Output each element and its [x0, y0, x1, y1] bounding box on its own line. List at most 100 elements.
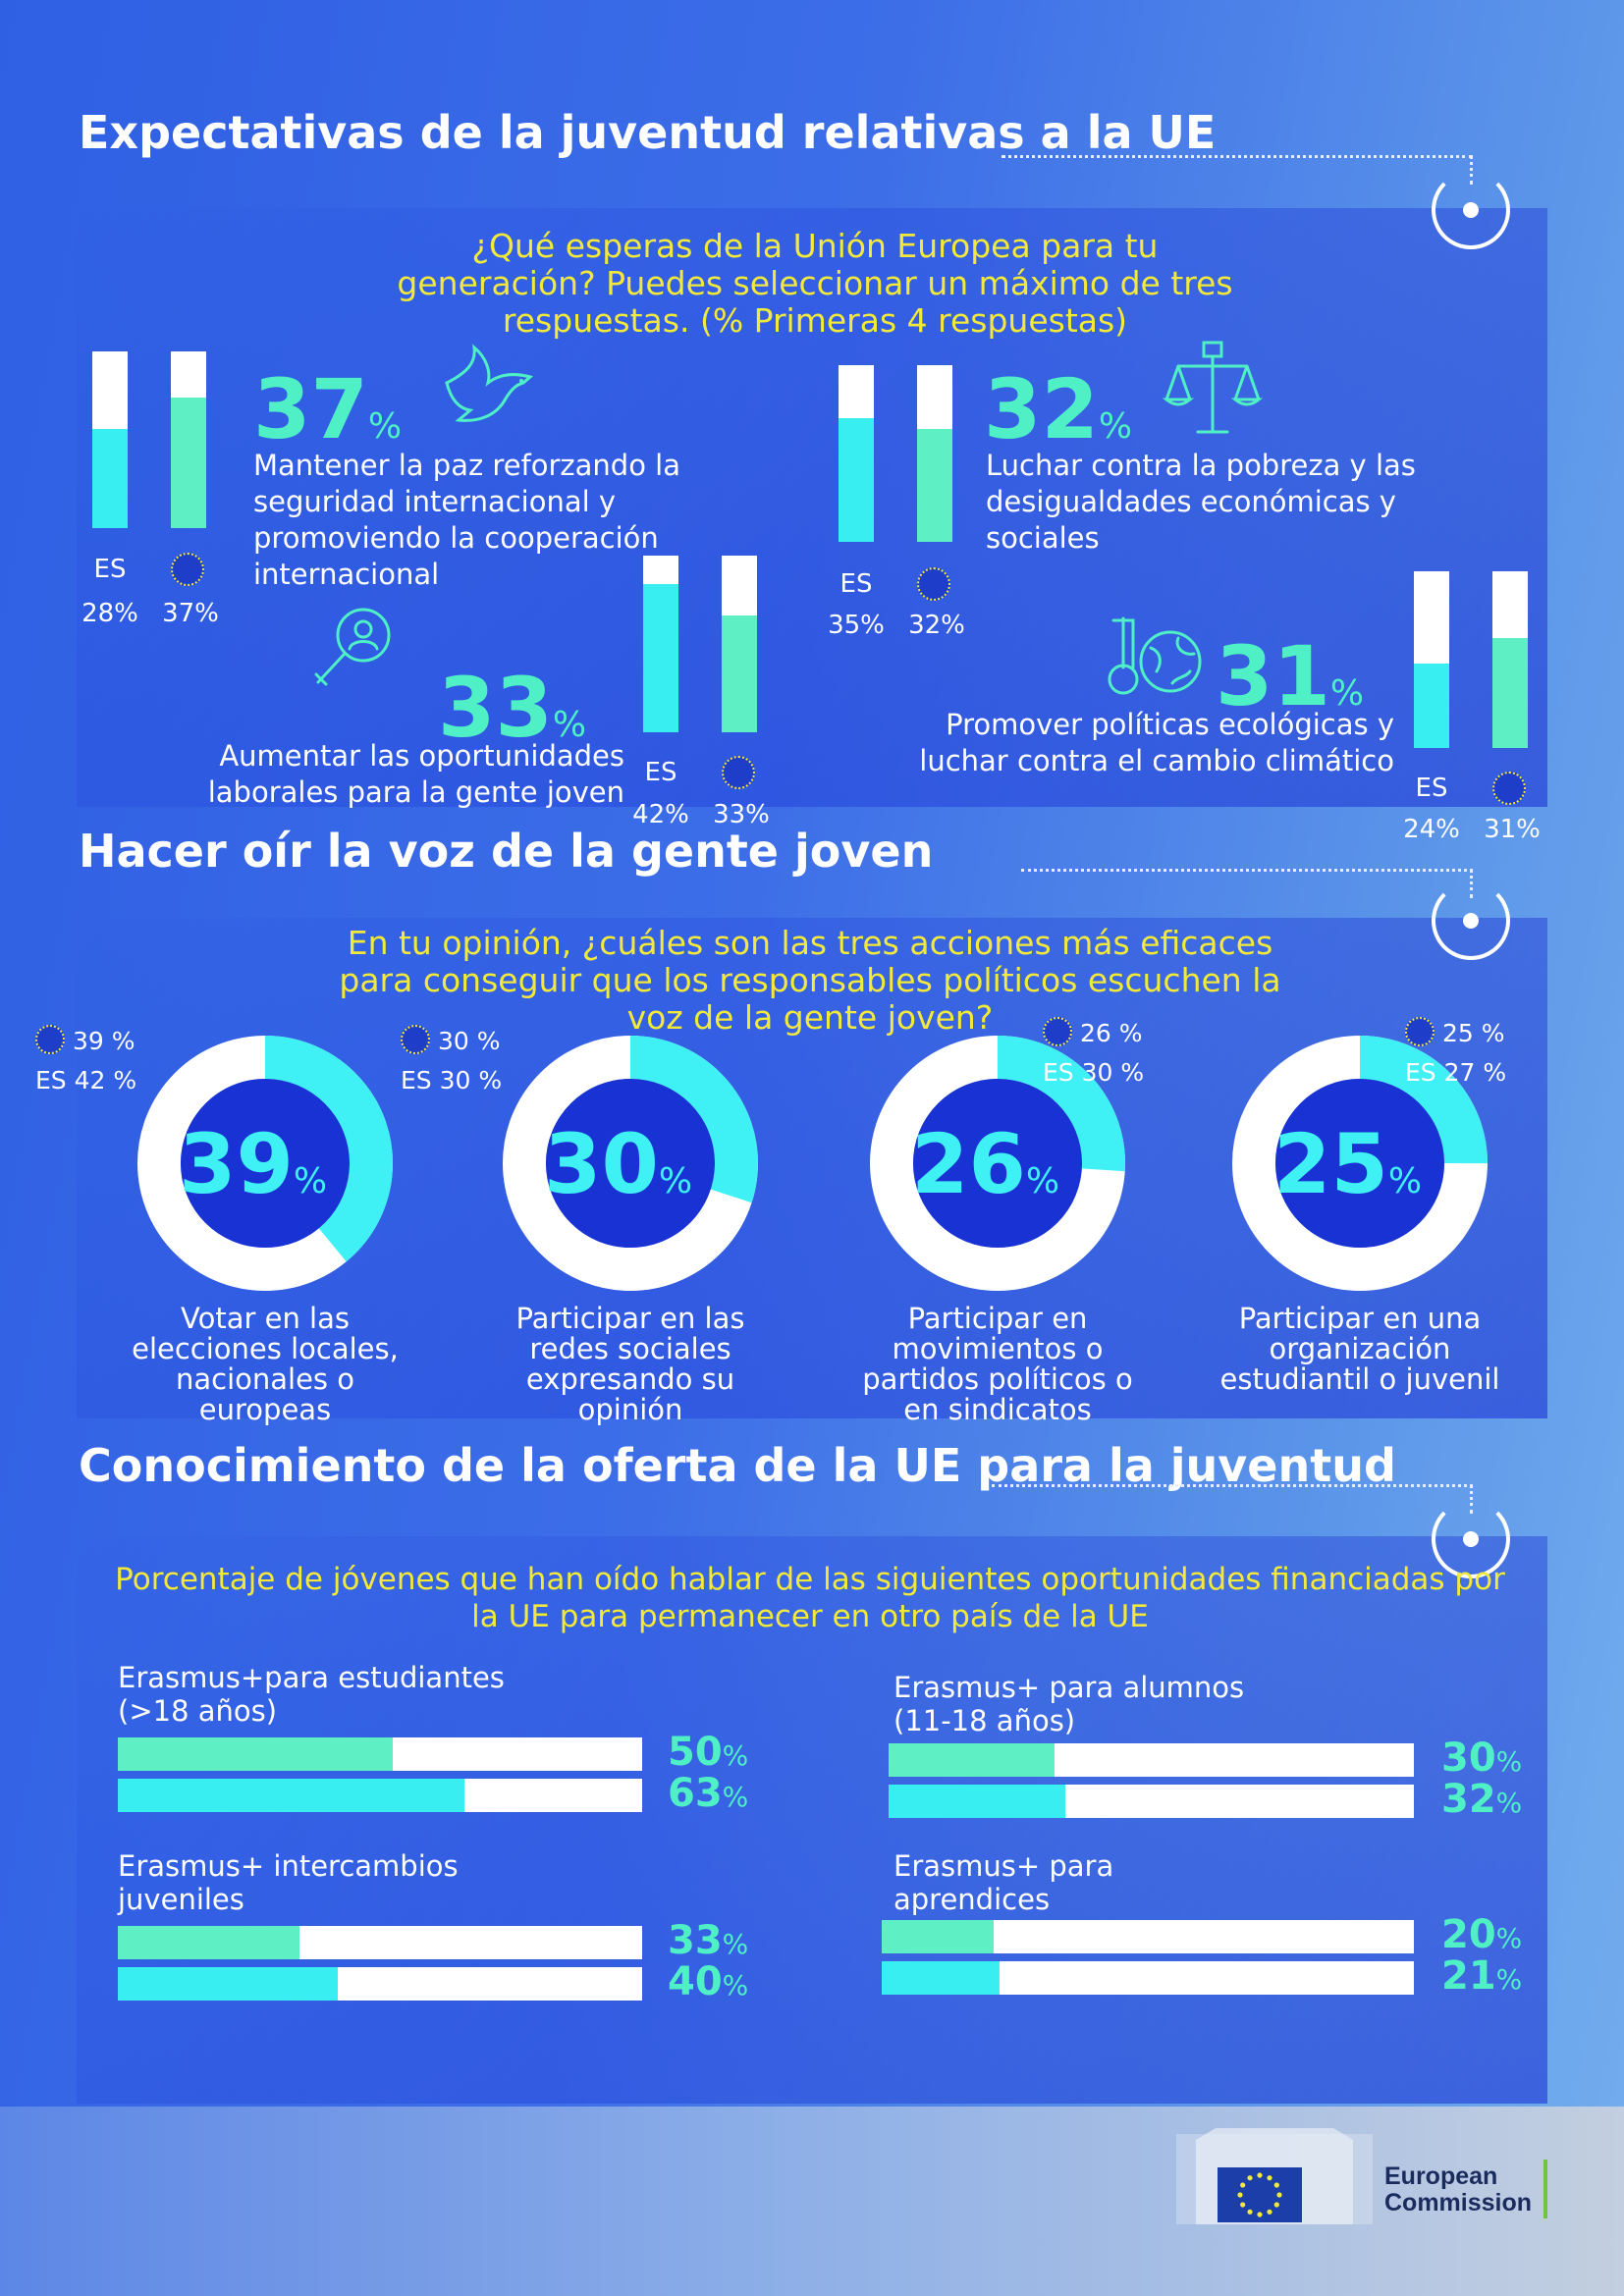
donut-center	[913, 1079, 1082, 1248]
section3-divider	[992, 1484, 1473, 1487]
headline-percent: 31%	[1216, 628, 1364, 724]
es-label: ES	[1415, 774, 1448, 803]
percent-sign: %	[722, 1739, 749, 1772]
es-value: ES 42 %	[35, 1066, 137, 1095]
eu-awareness-value: 50%	[668, 1730, 748, 1775]
donut-chart	[503, 1036, 758, 1291]
section3-title: Conocimiento de la oferta de la UE para …	[79, 1439, 1396, 1492]
programme-label-line1: Erasmus+para estudiantes	[118, 1661, 505, 1694]
es-value: 24%	[1403, 815, 1460, 844]
donut-segment	[137, 1036, 393, 1291]
donut-chart	[1232, 1036, 1488, 1291]
expectation-label: Promover políticas ecológicas y luchar c…	[919, 708, 1394, 777]
programme-label-line2: aprendices	[893, 1883, 1051, 1916]
es-bar	[643, 556, 678, 732]
thermometer-globe-icon	[1108, 616, 1202, 695]
dove-icon	[445, 344, 534, 422]
action-label: Votar en las elecciones locales, naciona…	[132, 1302, 399, 1426]
eu-awareness-bar	[118, 1926, 642, 1959]
expectation-label: Aumentar las oportunidades laborales par…	[207, 739, 624, 809]
headline-number: 32	[984, 361, 1099, 457]
bar-fill	[889, 1785, 1065, 1818]
action-label: Participar en las redes sociales expresa…	[515, 1302, 745, 1426]
percent-sign: %	[1495, 1963, 1523, 1996]
percent-sign: %	[293, 1161, 328, 1201]
eu-value: 26 %	[1080, 1019, 1143, 1047]
eu-bar-fill	[722, 615, 757, 732]
programme-label-line1: Erasmus+ intercambios	[118, 1849, 459, 1883]
donut-value: 25%	[1273, 1116, 1422, 1212]
eu-value: 32%	[908, 611, 965, 640]
justice-scale-icon	[1162, 341, 1264, 434]
section1-question: ¿Qué esperas de la Unión Europea para tu…	[397, 227, 1233, 340]
eu-awareness-value: 20%	[1441, 1912, 1522, 1957]
logo-text: European Commission	[1384, 2163, 1532, 2216]
awareness-number: 63	[668, 1771, 723, 1816]
section2-divider	[1021, 869, 1473, 872]
programme-label: Erasmus+ para aprendices	[893, 1849, 1443, 1916]
timeline-ring-icon	[1432, 1500, 1510, 1578]
expectation-label: Mantener la paz reforzando la seguridad …	[253, 449, 680, 591]
job-search-icon	[314, 608, 391, 686]
percent-sign: %	[722, 1781, 749, 1813]
es-awareness-bar	[118, 1967, 642, 2001]
donut-value: 39%	[179, 1116, 327, 1212]
donut-segment	[870, 1036, 1125, 1291]
donut-number: 25	[1273, 1116, 1388, 1212]
awareness-number: 32	[1441, 1777, 1496, 1822]
percent-sign: %	[722, 1969, 749, 2002]
eu-awareness-bar	[118, 1737, 642, 1771]
section1-divider	[1001, 155, 1473, 158]
es-bar-fill	[839, 418, 874, 542]
eu-flag-icon	[401, 1025, 430, 1054]
headline-number: 33	[438, 660, 553, 756]
eu-awareness-value: 33%	[668, 1918, 748, 1963]
programme-label: Erasmus+ intercambios juveniles	[118, 1849, 668, 1916]
es-value: ES 30 %	[401, 1066, 503, 1095]
awareness-number: 21	[1441, 1953, 1496, 1999]
programme-label-line2: (11-18 años)	[893, 1704, 1076, 1737]
bar-fill	[118, 1779, 465, 1812]
donut-chart	[870, 1036, 1125, 1291]
donut-center	[1275, 1079, 1444, 1248]
section2-title: Hacer oír la voz de la gente joven	[79, 825, 934, 878]
es-awareness-bar	[118, 1779, 642, 1812]
donut-segment	[1232, 1036, 1488, 1291]
donut-segment	[503, 1036, 758, 1291]
es-value: ES 30 %	[1043, 1058, 1145, 1087]
es-awareness-value: 32%	[1441, 1777, 1522, 1822]
eu-bar	[722, 556, 757, 732]
es-bar-fill	[92, 429, 128, 528]
es-value: ES 27 %	[1405, 1058, 1507, 1087]
eu-value: 25 %	[1442, 1019, 1505, 1047]
timeline-ring-icon	[1432, 171, 1510, 249]
programme-label: Erasmus+para estudiantes (>18 años)	[118, 1661, 668, 1728]
es-bar-fill	[1414, 663, 1449, 748]
es-awareness-value: 21%	[1441, 1953, 1522, 1999]
bar-fill	[118, 1737, 394, 1771]
awareness-number: 50	[668, 1730, 723, 1775]
eu-value: 31%	[1484, 815, 1541, 844]
es-value: 28%	[81, 599, 138, 628]
bar-fill	[889, 1743, 1055, 1777]
section1-title: Expectativas de la juventud relativas a …	[79, 106, 1217, 159]
programme-label: Erasmus+ para alumnos (11-18 años)	[893, 1671, 1443, 1737]
percent-sign: %	[1025, 1161, 1060, 1201]
donut-value: 26%	[911, 1116, 1059, 1212]
headline-percent: 32%	[984, 361, 1132, 457]
eu-flag-icon	[1405, 1017, 1435, 1046]
eu-bar	[1492, 571, 1528, 748]
donut-center	[546, 1079, 715, 1248]
headline-number: 31	[1216, 628, 1330, 724]
donut-number: 26	[911, 1116, 1026, 1212]
es-bar	[92, 351, 128, 528]
headline-percent: 37%	[253, 361, 402, 457]
es-awareness-value: 40%	[668, 1959, 748, 2004]
eu-flag-icon	[1043, 1017, 1072, 1046]
es-label: ES	[93, 555, 127, 584]
eu-bar	[171, 351, 206, 528]
bar-fill	[882, 1961, 1000, 1995]
section3-question: Porcentaje de jóvenes que han oído habla…	[115, 1562, 1505, 1634]
section3-panel	[77, 1536, 1547, 2104]
eu-flag-icon	[171, 553, 204, 586]
